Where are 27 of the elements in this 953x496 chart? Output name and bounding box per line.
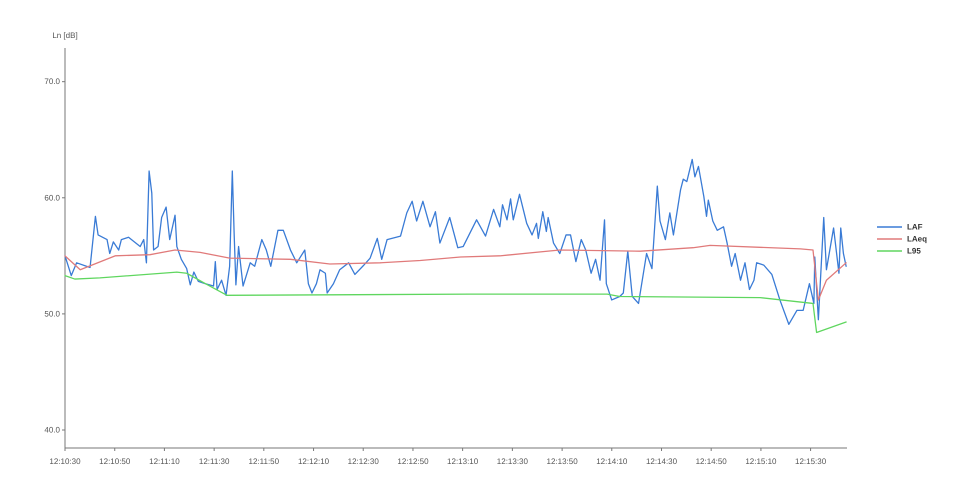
y-tick-label: 50.0 <box>44 309 61 318</box>
y-tick-label: 70.0 <box>44 77 61 86</box>
x-tick-label: 12:11:50 <box>248 457 280 466</box>
x-tick-label: 12:12:50 <box>397 457 430 466</box>
x-tick-label: 12:15:10 <box>745 457 778 466</box>
x-tick-label: 12:14:10 <box>596 457 628 466</box>
x-tick-label: 12:13:50 <box>546 457 578 466</box>
y-tick-label: 60.0 <box>44 193 61 202</box>
x-tick-label: 12:11:10 <box>149 457 180 466</box>
x-tick-label: 12:14:50 <box>696 457 728 466</box>
x-tick-label: 12:12:30 <box>348 457 380 466</box>
x-tick-label: 12:13:30 <box>496 457 528 466</box>
line-series <box>64 244 847 301</box>
x-tick-label: 12:10:50 <box>99 457 131 466</box>
line-series <box>64 158 847 325</box>
x-tick-label: 12:14:30 <box>646 457 678 466</box>
x-tick-label: 12:10:30 <box>49 457 82 466</box>
x-tick-label: 12:15:30 <box>795 457 827 466</box>
x-tick-label: 12:13:10 <box>447 457 479 466</box>
x-tick-label: 12:11:30 <box>198 457 230 466</box>
y-axis-title: Ln [dB] <box>52 31 78 40</box>
legend-label: LAF <box>907 222 923 232</box>
legend-label: LAeq <box>907 234 928 244</box>
y-tick-label: 40.0 <box>44 426 61 435</box>
line-series <box>64 271 847 334</box>
x-tick-label: 12:12:10 <box>298 457 330 466</box>
legend-label: L95 <box>907 246 922 256</box>
